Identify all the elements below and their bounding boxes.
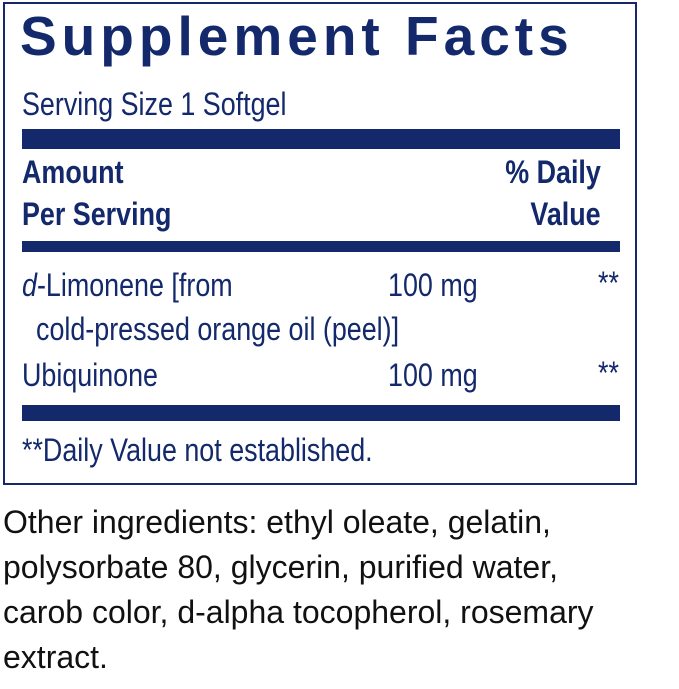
medium-divider [22, 241, 620, 252]
panel-title: Supplement Facts [20, 5, 574, 67]
supplement-facts-panel [3, 2, 637, 485]
thick-divider [22, 405, 620, 421]
ingredient-dv: ** [598, 355, 619, 391]
ingredient-name-italic: d [22, 267, 37, 303]
header-dv-line2: Value [530, 196, 601, 232]
header-dv-line1: % Daily [505, 154, 601, 190]
ingredient-name: d-Limonene [from [22, 267, 233, 303]
header-amount-line1: Amount [22, 154, 124, 190]
ingredient-amount: 100 mg [388, 267, 478, 303]
ingredient-dv: ** [598, 265, 619, 301]
serving-size: Serving Size 1 Softgel [22, 86, 287, 122]
ingredient-source: cold-pressed orange oil (peel)] [36, 311, 400, 347]
footnote: **Daily Value not established. [22, 432, 373, 468]
header-amount-line2: Per Serving [22, 196, 172, 232]
ingredient-name: Ubiquinone [22, 357, 159, 393]
ingredient-name-rest: -Limonene [from [36, 267, 233, 303]
other-ingredients: Other ingredients: ethyl oleate, gelatin… [3, 504, 594, 675]
thick-divider [22, 129, 620, 149]
ingredient-amount: 100 mg [388, 357, 478, 393]
